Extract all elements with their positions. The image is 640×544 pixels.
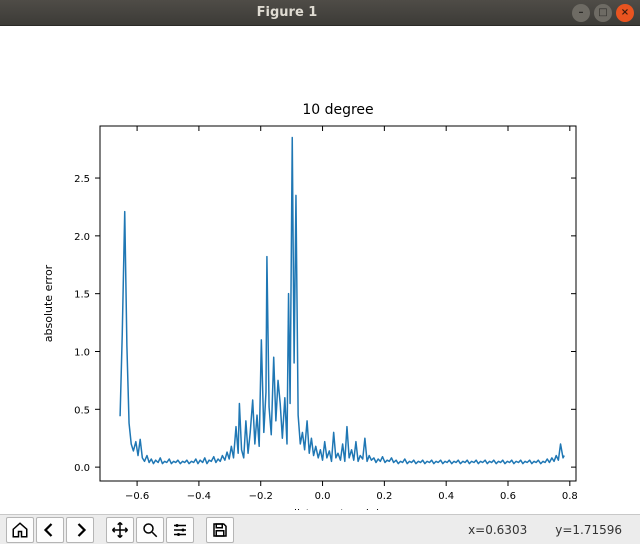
matplotlib-toolbar: x=0.6303 y=1.71596: [0, 514, 640, 544]
svg-text:1.5: 1.5: [74, 290, 90, 301]
svg-text:distance to origin: distance to origin: [290, 507, 386, 510]
arrow-left-icon: [41, 521, 59, 539]
toolbar-zoom-button[interactable]: [136, 517, 164, 543]
home-icon: [11, 521, 29, 539]
toolbar-forward-button[interactable]: [66, 517, 94, 543]
svg-text:0.0: 0.0: [315, 491, 331, 502]
cursor-x: x=0.6303: [468, 523, 527, 537]
sliders-icon: [171, 521, 189, 539]
svg-text:0.5: 0.5: [74, 405, 90, 416]
toolbar-configure-button[interactable]: [166, 517, 194, 543]
window-close-button[interactable]: ×: [616, 4, 634, 22]
svg-text:0.4: 0.4: [438, 491, 454, 502]
svg-text:absolute error: absolute error: [42, 264, 55, 342]
window-title: Figure 1: [6, 5, 568, 20]
toolbar-pan-button[interactable]: [106, 517, 134, 543]
window-maximize-button[interactable]: □: [594, 4, 612, 22]
arrow-right-icon: [71, 521, 89, 539]
move-icon: [111, 521, 129, 539]
cursor-y: y=1.71596: [555, 523, 622, 537]
svg-text:−0.6: −0.6: [125, 491, 149, 502]
svg-text:−0.4: −0.4: [187, 491, 211, 502]
toolbar-home-button[interactable]: [6, 517, 34, 543]
save-icon: [211, 521, 229, 539]
toolbar-back-button[interactable]: [36, 517, 64, 543]
plot-canvas[interactable]: −0.6 −0.4 −0.2 0.0 0.2 0.4 0.6 0.8 0.0 0.5 1.0 1.5 2…: [0, 26, 640, 514]
figure-window: Figure 1 – □ × −0.6 −0.4 −0.2 0.0 0.2 0.4 0.6 0…: [0, 0, 640, 544]
zoom-icon: [141, 521, 159, 539]
cursor-coordinates: x=0.6303 y=1.71596: [468, 523, 634, 537]
svg-text:2.5: 2.5: [74, 174, 90, 185]
svg-text:10 degree: 10 degree: [302, 102, 373, 118]
window-titlebar: Figure 1 – □ ×: [0, 0, 640, 26]
toolbar-save-button[interactable]: [206, 517, 234, 543]
svg-text:2.0: 2.0: [74, 232, 90, 243]
svg-text:0.8: 0.8: [562, 491, 578, 502]
plot-svg: −0.6 −0.4 −0.2 0.0 0.2 0.4 0.6 0.8 0.0 0.5 1.0 1.5 2…: [0, 26, 640, 510]
svg-text:0.2: 0.2: [376, 491, 392, 502]
svg-text:−0.2: −0.2: [249, 491, 273, 502]
svg-text:0.0: 0.0: [74, 463, 90, 474]
svg-text:0.6: 0.6: [500, 491, 516, 502]
svg-text:1.0: 1.0: [74, 348, 90, 359]
window-minimize-button[interactable]: –: [572, 4, 590, 22]
